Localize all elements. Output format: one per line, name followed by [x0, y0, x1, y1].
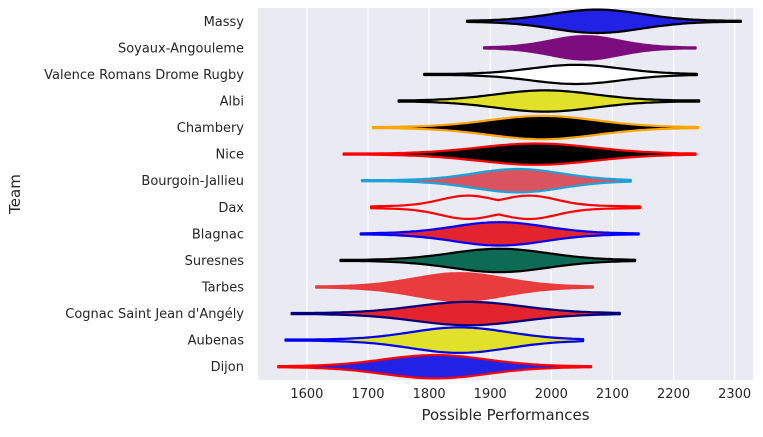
- y-tick-label: Albi: [220, 95, 244, 110]
- y-tick-label: Valence Romans Drome Rugby: [44, 68, 244, 83]
- y-tick-label: Soyaux-Angouleme: [118, 41, 244, 56]
- violin-dax: [370, 194, 641, 221]
- y-axis-title: Team: [6, 174, 24, 215]
- violin-suresnes: [339, 247, 637, 274]
- y-tick-label: Dijon: [211, 360, 244, 375]
- y-tick-label: Bourgoin-Jallieu: [141, 174, 244, 189]
- y-tick-label: Tarbes: [201, 281, 244, 296]
- violin-aubenas: [284, 326, 585, 354]
- x-tick-label: 2200: [657, 387, 690, 402]
- violin-chambery: [371, 114, 700, 141]
- y-tick-label: Suresnes: [185, 254, 245, 269]
- y-tick-labels: Massy Soyaux-Angouleme Valence Romans Drom…: [44, 15, 244, 375]
- x-tick-label: 2100: [596, 387, 629, 402]
- violins: [277, 8, 742, 380]
- x-axis-title: Possible Performances: [421, 406, 589, 424]
- violin-nice: [342, 142, 697, 166]
- plot-area: [258, 8, 753, 380]
- violin-massy: [465, 8, 742, 35]
- x-tick-labels: 1600 1700 1800 1900 2000 2100 2200 2300: [290, 387, 751, 402]
- y-tick-label: Blagnac: [192, 227, 244, 242]
- y-tick-label: Dax: [218, 201, 244, 216]
- x-tick-label: 1700: [351, 387, 384, 402]
- violin-bourgoin-jallieu: [360, 167, 632, 194]
- violin-soyaux-angouleme: [483, 35, 697, 61]
- violin-blagnac: [359, 221, 640, 247]
- y-tick-label: Cognac Saint Jean d'Angély: [65, 307, 244, 322]
- x-tick-label: 2000: [535, 387, 568, 402]
- violin-dijon: [277, 353, 593, 380]
- y-tick-label: Chambery: [177, 121, 245, 136]
- violin-cognac-saint-jean-d-ang-ly: [290, 300, 621, 327]
- violin-valence-romans-drome-rugby: [423, 63, 698, 86]
- violin-albi: [397, 89, 701, 113]
- y-tick-label: Aubenas: [188, 334, 245, 349]
- x-tick-label: 2300: [718, 387, 751, 402]
- violin-tarbes: [315, 272, 594, 302]
- x-tick-label: 1800: [413, 387, 446, 402]
- y-tick-label: Massy: [204, 15, 245, 30]
- x-tick-label: 1900: [474, 387, 507, 402]
- x-tick-label: 1600: [290, 387, 323, 402]
- y-tick-label: Nice: [216, 148, 244, 163]
